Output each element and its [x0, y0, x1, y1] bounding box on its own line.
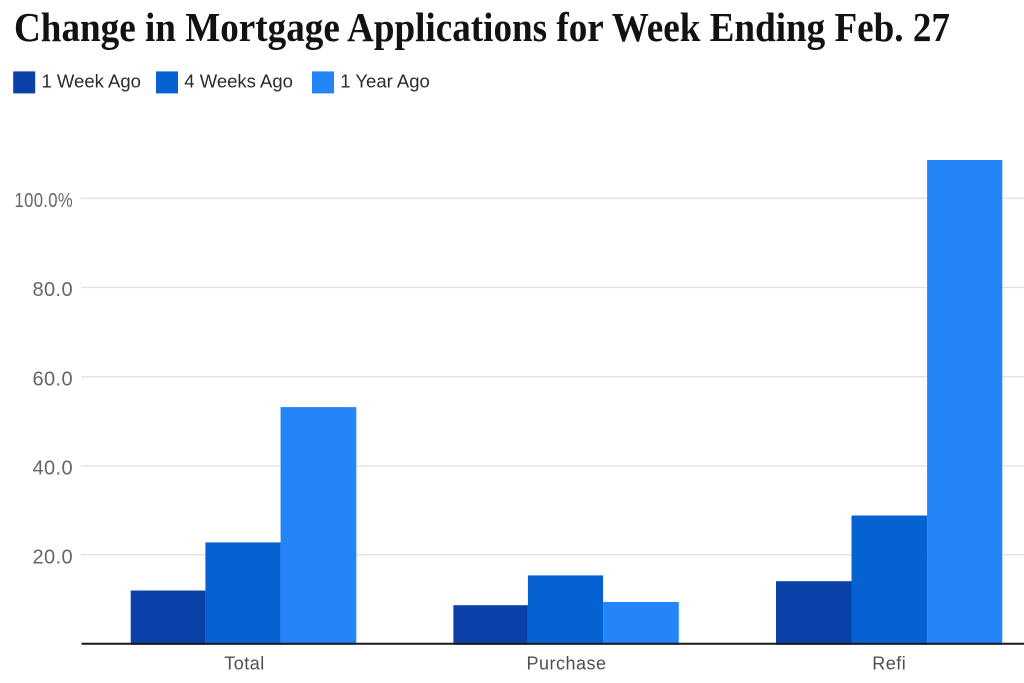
svg-text:Total: Total [224, 654, 265, 674]
svg-text:40.0: 40.0 [32, 458, 73, 480]
svg-text:Refi: Refi [872, 654, 906, 674]
svg-text:20.0: 20.0 [32, 546, 73, 568]
svg-text:1 Week Ago: 1 Week Ago [42, 70, 141, 91]
svg-text:4 Weeks Ago: 4 Weeks Ago [184, 70, 293, 91]
svg-text:Purchase: Purchase [526, 654, 606, 674]
svg-text:60.0: 60.0 [32, 369, 73, 391]
svg-text:100.0%: 100.0% [15, 190, 74, 212]
svg-text:1 Year Ago: 1 Year Ago [340, 70, 430, 91]
svg-text:Change in Mortgage Application: Change in Mortgage Applications for Week… [14, 4, 950, 50]
svg-text:80.0: 80.0 [32, 279, 73, 301]
